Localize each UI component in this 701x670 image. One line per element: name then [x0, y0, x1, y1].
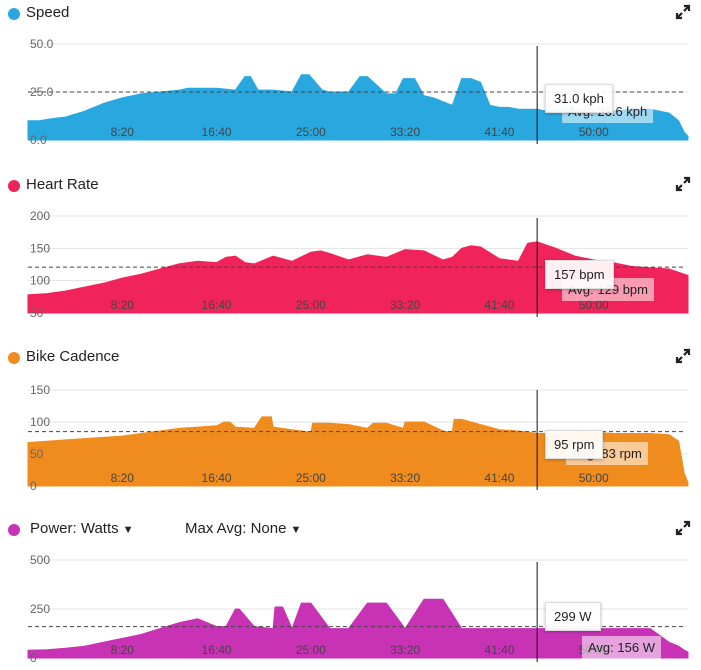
chevron-down-icon: ▼: [122, 524, 134, 536]
x-tick-label: 33:20: [390, 125, 420, 139]
x-tick-label: 50:00: [579, 471, 609, 485]
x-tick-label: 8:20: [111, 643, 135, 657]
speed-header: Speed: [0, 0, 701, 26]
series-area: [27, 241, 689, 314]
heart-rate-title: Heart Rate: [26, 176, 99, 193]
bike-cadence-chart: 0 50 100 150 8:20 16:40 25:00 33:20 41:40 50:00: [27, 383, 689, 493]
x-tick-label: 8:20: [111, 298, 135, 312]
expand-icon[interactable]: [675, 348, 691, 364]
y-tick-label: 100: [30, 274, 50, 288]
power-metric-dropdown[interactable]: Power: Watts ▼: [30, 520, 134, 537]
y-tick-label: 0: [30, 651, 37, 665]
power-legend-dot: [8, 524, 20, 536]
x-tick-label: 25:00: [296, 471, 326, 485]
expand-icon[interactable]: [675, 4, 691, 20]
y-tick-label: 25.0: [30, 85, 54, 99]
y-tick-label: 50: [30, 306, 44, 320]
y-tick-label: 200: [30, 209, 50, 223]
y-tick-label: 0.0: [30, 133, 47, 147]
heart-rate-tooltip: 157 bpm: [545, 260, 614, 289]
x-tick-label: 33:20: [390, 643, 420, 657]
series-area: [27, 598, 689, 659]
heart-rate-legend-dot: [8, 180, 20, 192]
x-tick-label: 41:40: [484, 125, 514, 139]
x-tick-label: 33:20: [390, 471, 420, 485]
y-tick-label: 50.0: [30, 37, 54, 51]
y-tick-label: 150: [30, 383, 50, 397]
x-tick-label: 16:40: [202, 471, 232, 485]
y-tick-label: 500: [30, 553, 50, 567]
speed-legend-dot: [8, 8, 20, 20]
heart-rate-header: Heart Rate: [0, 172, 701, 198]
max-avg-dropdown[interactable]: Max Avg: None ▼: [185, 520, 301, 537]
x-tick-label: 25:00: [296, 643, 326, 657]
x-tick-label: 41:40: [484, 471, 514, 485]
heart-rate-panel: Heart Rate 50 100 150 200 8:20 16:40 25:00 33:2…: [0, 172, 701, 342]
max-avg-label: Max Avg: None: [185, 520, 287, 537]
y-tick-label: 100: [30, 415, 50, 429]
x-tick-label: 8:20: [111, 125, 135, 139]
x-tick-label: 16:40: [202, 125, 232, 139]
x-tick-label: 41:40: [484, 643, 514, 657]
bike-cadence-legend-dot: [8, 352, 20, 364]
y-tick-label: 150: [30, 241, 50, 255]
power-header: Power: Watts ▼ Max Avg: None ▼: [0, 516, 701, 542]
speed-tooltip: 31.0 kph: [545, 84, 613, 113]
x-tick-label: 50:00: [579, 298, 609, 312]
y-tick-label: 50: [30, 447, 44, 461]
y-tick-label: 0: [30, 479, 37, 493]
x-tick-label: 16:40: [202, 298, 232, 312]
expand-icon[interactable]: [675, 176, 691, 192]
x-tick-label: 33:20: [390, 298, 420, 312]
x-tick-label: 50:00: [579, 125, 609, 139]
x-tick-label: 8:20: [111, 471, 135, 485]
speed-title: Speed: [26, 4, 70, 21]
bike-cadence-title: Bike Cadence: [26, 348, 120, 365]
expand-icon[interactable]: [675, 520, 691, 536]
power-metric-label: Power: Watts: [30, 520, 119, 537]
power-average-label: Avg: 156 W: [582, 636, 661, 659]
bike-cadence-panel: Bike Cadence 0 50 100 150 8:20 16:40 25:00 33:2…: [0, 344, 701, 494]
x-tick-label: 16:40: [202, 643, 232, 657]
speed-panel: Speed 0.0 25.0 50.0 8:20 16:40 25:00 33:20 41:4…: [0, 0, 701, 170]
x-tick-label: 25:00: [296, 125, 326, 139]
bike-cadence-tooltip: 95 rpm: [545, 430, 604, 459]
chevron-down-icon: ▼: [290, 524, 302, 536]
heart-rate-chart: 50 100 150 200 8:20 16:40 25:00 33:20 41:40 50:00: [27, 209, 689, 320]
x-tick-label: 25:00: [296, 298, 326, 312]
power-tooltip: 299 W: [545, 602, 601, 631]
bike-cadence-header: Bike Cadence: [0, 344, 701, 370]
x-tick-label: 41:40: [484, 298, 514, 312]
y-tick-label: 250: [30, 602, 50, 616]
power-panel: Power: Watts ▼ Max Avg: None ▼ 0 250 500 8:20…: [0, 516, 701, 670]
